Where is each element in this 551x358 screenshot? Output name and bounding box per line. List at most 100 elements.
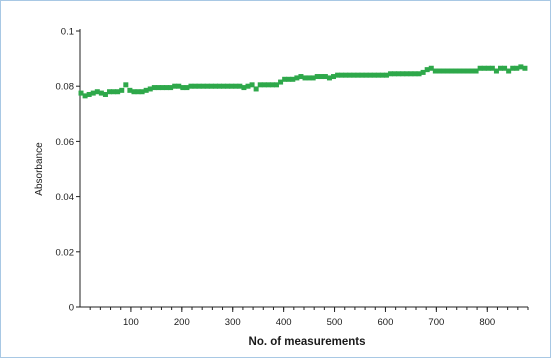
data-point	[371, 72, 377, 78]
data-point	[176, 83, 182, 89]
data-point	[111, 89, 117, 95]
data-point	[461, 68, 467, 74]
data-point	[212, 83, 218, 89]
data-point	[204, 83, 210, 89]
data-point	[196, 83, 202, 89]
x-tick-label: 300	[225, 317, 241, 328]
y-tick-label: 0.06	[56, 137, 75, 148]
data-point	[265, 82, 271, 88]
data-point	[286, 76, 292, 82]
data-point	[147, 86, 153, 92]
data-point	[237, 83, 243, 89]
data-point	[278, 79, 284, 85]
data-point	[481, 65, 487, 71]
data-point	[229, 83, 235, 89]
data-point	[388, 71, 394, 77]
data-point	[424, 67, 430, 73]
data-point	[518, 64, 524, 70]
data-point	[314, 74, 320, 80]
data-point	[216, 83, 222, 89]
data-point	[359, 72, 365, 78]
data-point	[322, 74, 328, 80]
data-point	[363, 72, 369, 78]
data-point	[225, 83, 231, 89]
data-points	[78, 64, 528, 99]
data-point	[306, 75, 312, 81]
data-point	[139, 89, 145, 95]
data-point	[347, 72, 353, 78]
data-point	[253, 86, 259, 92]
data-point	[469, 68, 475, 74]
data-point	[131, 89, 137, 95]
data-point	[257, 82, 263, 88]
data-point	[326, 75, 332, 81]
data-point	[298, 74, 304, 80]
data-point	[151, 85, 157, 91]
data-point	[367, 72, 373, 78]
data-point	[449, 68, 455, 74]
data-point	[498, 65, 504, 71]
ticks: 0 0.02 0.04 0.06 0.08 0.1 100 200 300 400 500 600 70…	[56, 27, 529, 328]
data-point	[208, 83, 214, 89]
data-point	[445, 68, 451, 74]
data-point	[127, 87, 133, 93]
y-tick-label: 0.08	[56, 82, 75, 93]
data-point	[200, 83, 206, 89]
y-tick-label: 0.04	[56, 192, 75, 203]
y-tick-label: 0.1	[61, 27, 74, 38]
data-point	[375, 72, 381, 78]
data-point	[310, 75, 316, 81]
data-point	[294, 75, 300, 81]
data-point	[269, 82, 275, 88]
data-point	[465, 68, 471, 74]
data-point	[102, 91, 108, 97]
data-point	[489, 65, 495, 71]
data-point	[502, 65, 508, 71]
data-point	[78, 90, 84, 96]
data-point	[510, 65, 516, 71]
data-point	[335, 72, 341, 78]
data-point	[135, 89, 141, 95]
data-point	[115, 89, 121, 95]
data-point	[477, 65, 483, 71]
data-point	[351, 72, 357, 78]
data-point	[493, 68, 499, 74]
data-point	[274, 82, 280, 88]
data-point	[355, 72, 361, 78]
data-point	[420, 69, 426, 75]
data-point	[123, 82, 129, 88]
data-point	[383, 72, 389, 78]
data-point	[233, 83, 239, 89]
x-tick-label: 100	[123, 317, 139, 328]
data-point	[155, 85, 161, 91]
data-point	[440, 68, 446, 74]
data-point	[241, 85, 247, 91]
x-tick-label: 800	[479, 317, 495, 328]
data-point	[412, 71, 418, 77]
data-point	[172, 83, 178, 89]
x-tick-label: 600	[378, 317, 394, 328]
data-point	[432, 68, 438, 74]
data-point	[416, 71, 422, 77]
data-point	[90, 90, 96, 96]
data-point	[436, 68, 442, 74]
data-point	[408, 71, 414, 77]
data-point	[107, 89, 113, 95]
data-point	[159, 85, 165, 91]
data-point	[428, 65, 434, 71]
data-point	[514, 65, 520, 71]
data-point	[184, 85, 190, 91]
y-tick-label: 0.02	[56, 247, 75, 258]
data-point	[86, 91, 92, 97]
data-point	[522, 65, 528, 71]
data-point	[192, 83, 198, 89]
data-point	[94, 89, 100, 95]
data-point	[506, 68, 512, 74]
data-point	[249, 82, 255, 88]
data-point	[457, 68, 463, 74]
data-point	[392, 71, 398, 77]
data-point	[453, 68, 459, 74]
y-tick-label: 0	[69, 303, 74, 314]
